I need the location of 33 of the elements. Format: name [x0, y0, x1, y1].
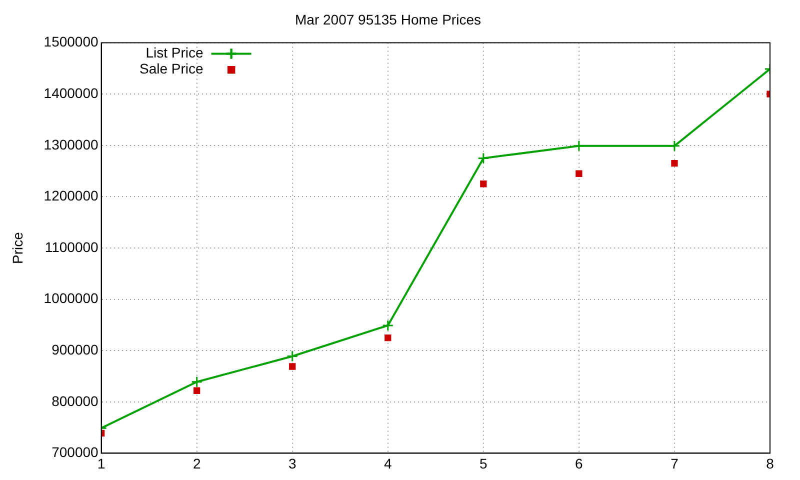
- point: [480, 180, 487, 188]
- y-tick-label: 1500000: [44, 34, 99, 50]
- x-tick-label: 6: [575, 455, 584, 472]
- point: [478, 152, 490, 164]
- point: [194, 387, 200, 394]
- point: [382, 320, 394, 332]
- x-tick-label: 5: [480, 455, 488, 472]
- point: [668, 140, 680, 152]
- point: [671, 160, 678, 167]
- y-tick-label: 1100000: [44, 238, 99, 255]
- y-tick-label: 1000000: [44, 290, 99, 306]
- y-tick-label: 1200000: [44, 188, 99, 204]
- x-tick-label: 1: [97, 455, 106, 472]
- x-tick-label: 3: [288, 455, 296, 472]
- x-tick-label: 2: [192, 455, 201, 472]
- x-tick-label: 7: [670, 455, 679, 472]
- y-tick-label: 1400000: [44, 84, 99, 101]
- y-tick-label: 1300000: [44, 136, 99, 152]
- legend-label: Sale Price: [139, 60, 204, 77]
- legend-label: List Price: [146, 44, 204, 61]
- x-tick-label: 4: [384, 455, 392, 472]
- y-axis-title: Price: [9, 232, 26, 264]
- point: [573, 140, 585, 152]
- point: [576, 170, 582, 177]
- point: [191, 376, 203, 388]
- point: [286, 350, 298, 362]
- y-tick-label: 900000: [52, 341, 99, 358]
- chart-title: Mar 2007 95135 Home Prices: [295, 11, 481, 28]
- point: [384, 334, 392, 342]
- point: [289, 363, 296, 370]
- y-tick-label: 700000: [52, 444, 99, 460]
- y-tick-label: 800000: [52, 392, 99, 409]
- x-tick-label: 8: [766, 455, 774, 472]
